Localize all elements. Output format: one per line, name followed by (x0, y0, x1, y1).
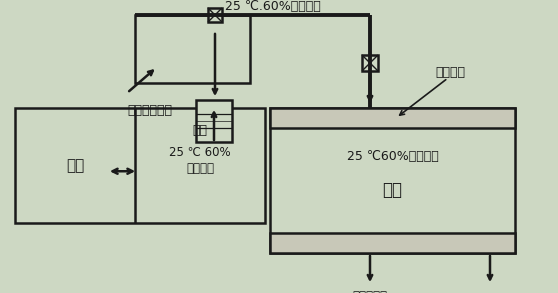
Text: 相对湿度: 相对湿度 (186, 161, 214, 175)
Bar (270, 233, 515, 253)
Text: 25 ℃60%相对湿度: 25 ℃60%相对湿度 (347, 149, 439, 163)
Text: 喷房: 喷房 (382, 181, 402, 199)
Text: 循环水幕: 循环水幕 (476, 292, 504, 293)
Bar (15, 108, 265, 223)
Bar (270, 108, 515, 253)
Text: 流平: 流平 (193, 124, 208, 137)
Text: 烘烤: 烘烤 (66, 158, 84, 173)
Bar (135, 15, 250, 83)
Bar (270, 108, 515, 128)
Text: 25 ℃.60%相对湿度: 25 ℃.60%相对湿度 (225, 1, 320, 13)
Text: 25 ℃ 60%: 25 ℃ 60% (169, 146, 231, 159)
Bar (362, 55, 378, 71)
Text: 多级过滤系统: 多级过滤系统 (127, 105, 172, 117)
Bar (208, 8, 222, 22)
Text: 废气和废水: 废气和废水 (353, 290, 387, 293)
Text: 喷房顶棉: 喷房顶棉 (435, 66, 465, 79)
Bar (196, 100, 232, 142)
